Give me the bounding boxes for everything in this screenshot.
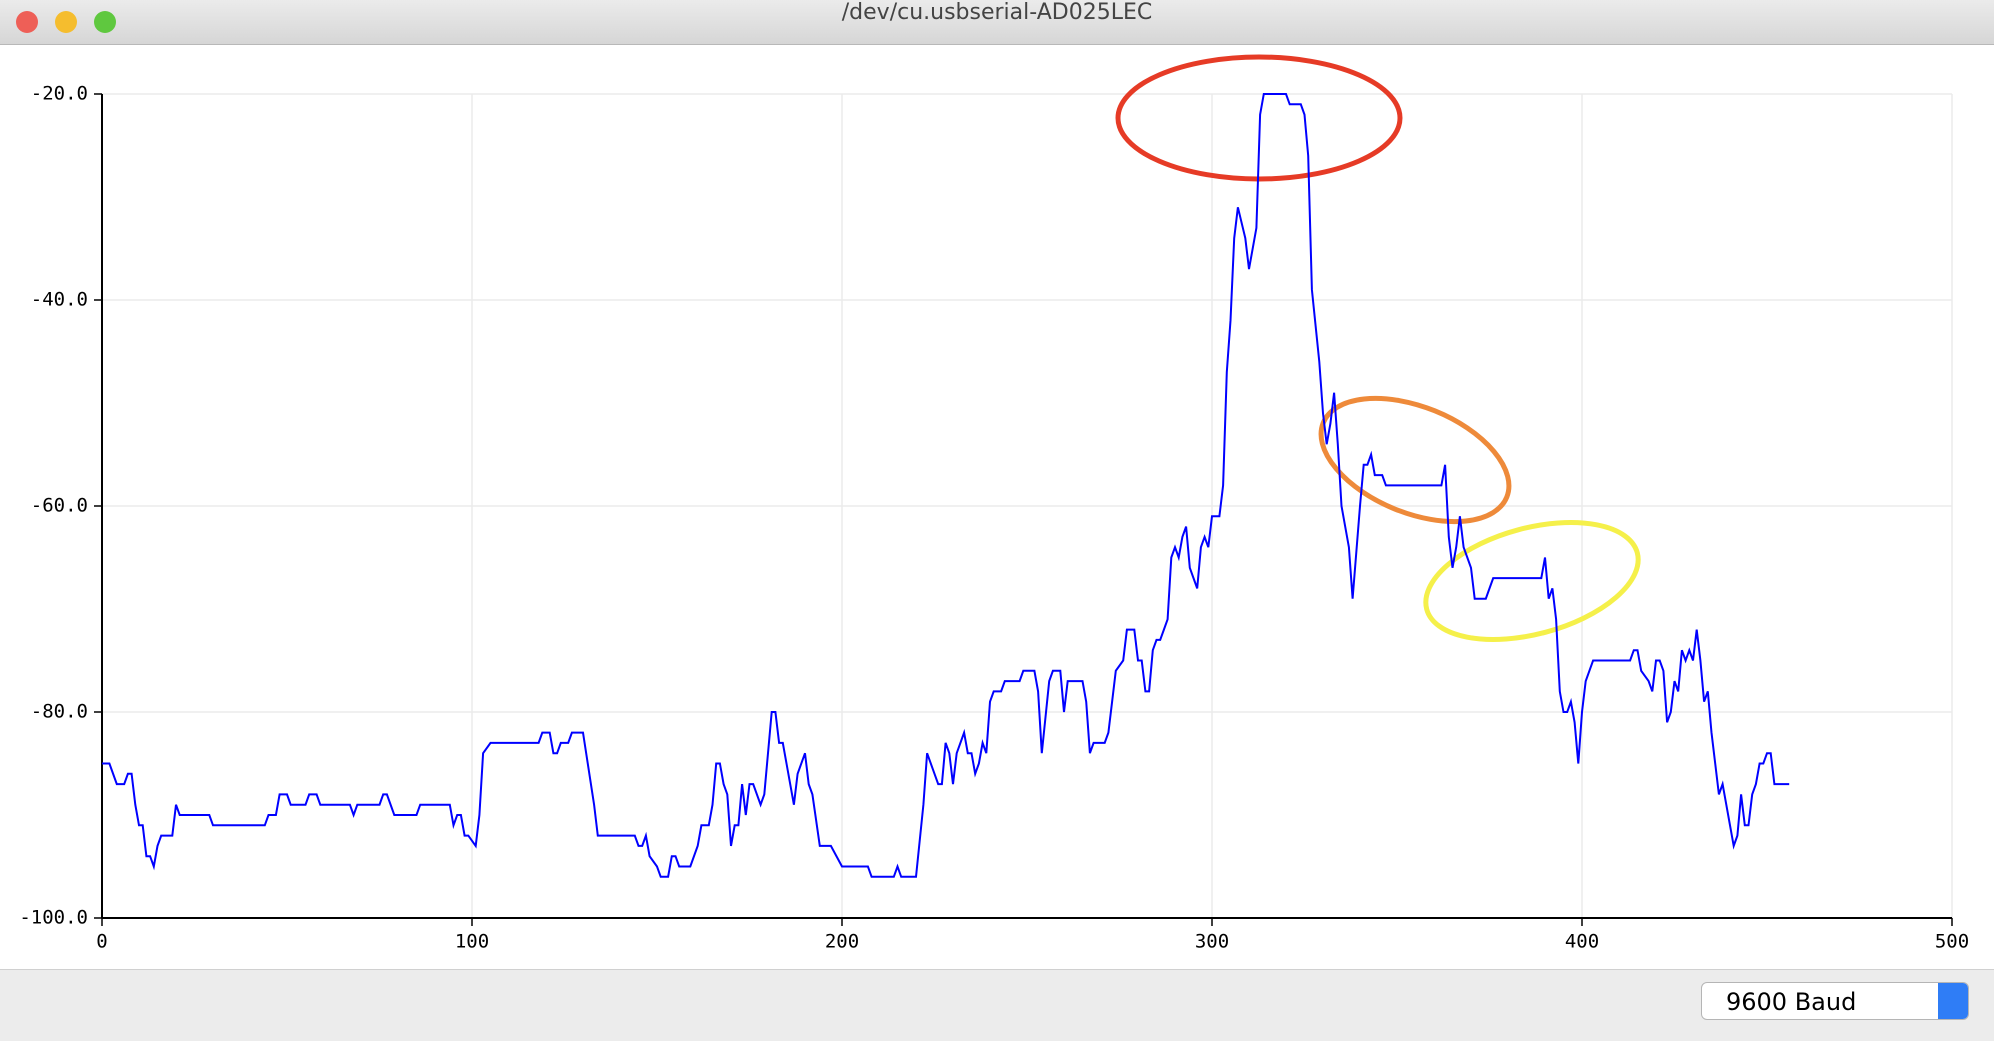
x-tick-label: 500: [1935, 931, 1969, 953]
x-tick-label: 100: [455, 931, 489, 953]
data-line: [102, 93, 1790, 878]
baud-select[interactable]: 9600 Baud: [1701, 982, 1969, 1020]
x-tick-label: 200: [825, 931, 859, 953]
x-tick-label: 400: [1565, 931, 1599, 953]
y-tick-label: -40.0: [31, 289, 88, 311]
zoom-button[interactable]: [94, 11, 116, 33]
close-button[interactable]: [16, 11, 38, 33]
x-tick-label: 0: [96, 931, 107, 953]
baud-label: 9600 Baud: [1726, 988, 1857, 1016]
annotation-ellipse: [1318, 395, 1512, 525]
y-tick-label: -100.0: [19, 907, 88, 929]
select-arrow: [1938, 983, 1968, 1019]
footer: [0, 969, 1994, 1041]
window-title: /dev/cu.usbserial-AD025LEC: [841, 0, 1153, 25]
y-tick-label: -80.0: [31, 701, 88, 723]
x-tick-label: 300: [1195, 931, 1229, 953]
y-tick-label: -60.0: [31, 495, 88, 517]
annotation-ellipse: [1115, 54, 1403, 182]
annotation-ellipse: [1423, 520, 1641, 642]
y-tick-label: -20.0: [31, 83, 88, 105]
plot: -20.0 -40.0 -60.0 -80.0 -100.0 0 100 200 300 400 5…: [19, 54, 1969, 953]
title-bar: /dev/cu.usbserial-AD025LEC: [0, 0, 1994, 45]
minimize-button[interactable]: [55, 11, 77, 33]
